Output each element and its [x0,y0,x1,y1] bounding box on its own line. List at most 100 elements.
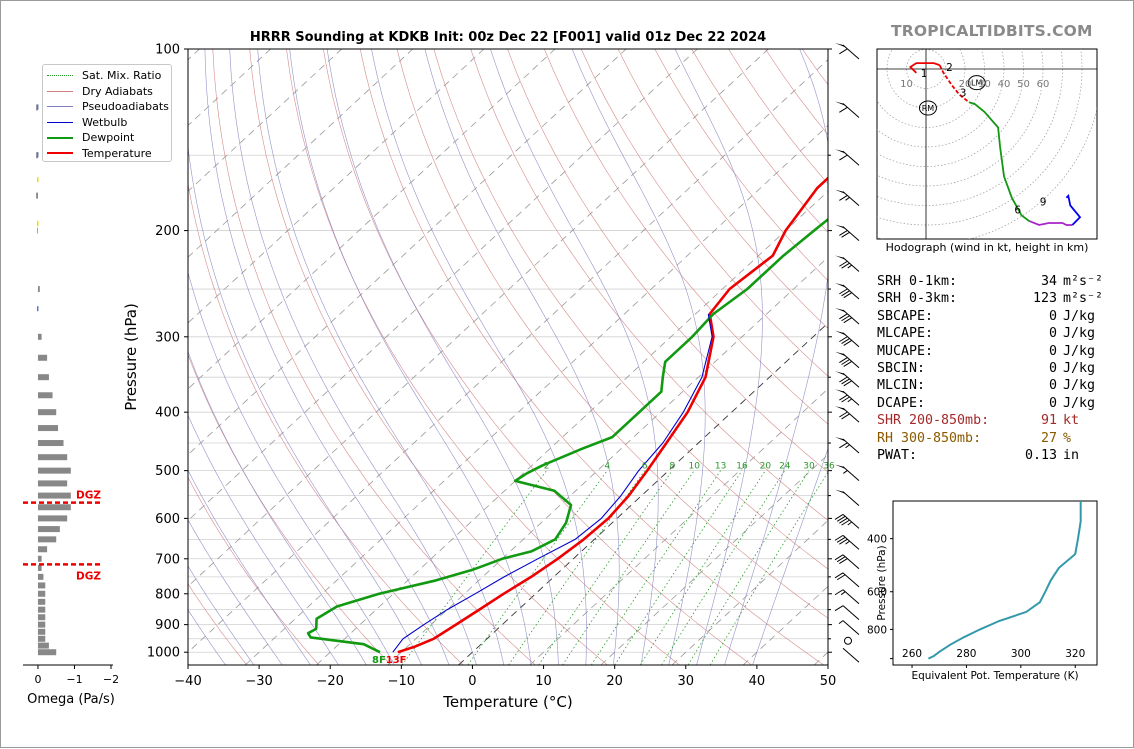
stat-value: 91 [995,412,1057,429]
height-label: 1 [921,68,928,80]
omega-bar [38,392,53,398]
legend-label: Temperature [82,147,152,160]
legend-swatch [47,137,73,139]
hodograph-ring-label: 20 [959,79,972,90]
barb-half-feather [839,621,843,624]
pressure-tick-label: 400 [155,406,180,421]
omega-bar [38,468,71,474]
dry-adiabat-line [1,49,31,665]
pressure-tick-label: 1000 [147,646,180,661]
pressure-tick-label: 300 [155,330,180,345]
stat-value: 0 [995,325,1057,342]
dgz-label: DGZ [76,570,101,582]
omega-bar [38,649,56,655]
stat-row: RH 300-850mb:27% [877,430,1107,447]
barb-feather [835,606,843,611]
stat-label: SHR 200-850mb: [877,412,995,429]
wind-barb [835,225,859,241]
barb-staff [843,408,859,422]
omega-bar [38,591,45,597]
pressure-tick-label: 500 [155,464,180,479]
hodograph-ring-label: 10 [900,79,913,90]
x-axis-label: Temperature (°C) [442,693,572,711]
hodograph-ring-label: 30 [978,79,991,90]
moist-adiabat-line [529,652,531,665]
omega-bar [38,565,42,571]
pressure-tick-label: 600 [155,512,180,527]
moist-adiabat-line [162,49,387,652]
stat-label: MUCAPE: [877,343,995,360]
wind-barb [835,371,859,387]
mixing-ratio-label: 2 [544,462,550,472]
legend-swatch [47,75,73,76]
omega-bar [37,221,39,226]
height-label: 9 [1040,197,1047,209]
moist-adiabat-line [490,49,658,652]
mixing-ratio-line [688,471,809,665]
barb-feather [839,155,847,160]
legend-label: Pseudoadiabats [82,100,169,113]
omega-bar [38,643,49,649]
moist-adiabat-line [501,652,504,665]
mixing-ratio-line [539,471,673,665]
wind-barb [835,389,859,405]
omega-bar [37,306,39,311]
isotherm-line [245,49,910,665]
omega-bar [38,355,47,361]
wind-barb [835,352,859,368]
barb-staff [843,257,859,271]
stat-value: 0 [995,343,1057,360]
moist-adiabat-line [230,49,473,652]
stat-unit: J/kg [1057,395,1095,412]
legend-swatch [47,106,73,107]
wind-barb [845,637,852,644]
barb-flag [835,255,846,260]
stat-label: PWAT: [877,447,995,464]
stat-value: 0 [995,308,1057,325]
omega-bar [38,546,47,552]
legend-swatch [47,91,73,92]
stat-label: SBCAPE: [877,308,995,325]
stat-label: SRH 0-3km: [877,290,995,307]
omega-tick-label: −2 [103,673,119,686]
mixing-ratio-line [591,471,720,665]
temperature-tick-label: 10 [535,674,552,689]
stat-unit: J/kg [1057,343,1095,360]
stat-unit: m²s⁻² [1057,290,1103,307]
stat-unit: m²s⁻² [1057,273,1103,290]
omega-bar [37,228,38,234]
temperature-profile-line [398,49,939,652]
omega-bar [38,556,42,562]
temperature-tick-label: 20 [606,674,623,689]
stat-label: MLCIN: [877,377,995,394]
barb-staff [843,514,859,528]
theta-e-x-tick-label: 280 [956,648,976,660]
wind-barb [843,648,859,662]
barb-flag [835,371,846,376]
barb-feather [839,49,847,54]
calm-wind-circle [845,637,852,644]
wind-barb [835,490,859,506]
moist-adiabat-line [472,652,476,665]
mixing-ratio-label: 20 [760,462,772,472]
temperature-tick-label: 40 [749,674,766,689]
barb-half-feather [841,592,845,595]
barb-staff [843,439,859,453]
stat-label: RH 300-850mb: [877,430,995,447]
moist-adiabat-line [613,652,614,665]
temperature-tick-label: −30 [245,674,272,689]
stat-value: 0 [995,360,1057,377]
theta-e-x-tick-label: 300 [1011,648,1031,660]
barb-flag [835,465,846,470]
wind-barb [835,465,859,481]
omega-bar [38,493,71,499]
barb-flag [835,283,846,288]
moist-adiabat-line [330,652,338,665]
barb-flag [835,437,846,442]
barb-half-feather [846,445,850,448]
theta-e-x-tick-label: 320 [1065,648,1085,660]
